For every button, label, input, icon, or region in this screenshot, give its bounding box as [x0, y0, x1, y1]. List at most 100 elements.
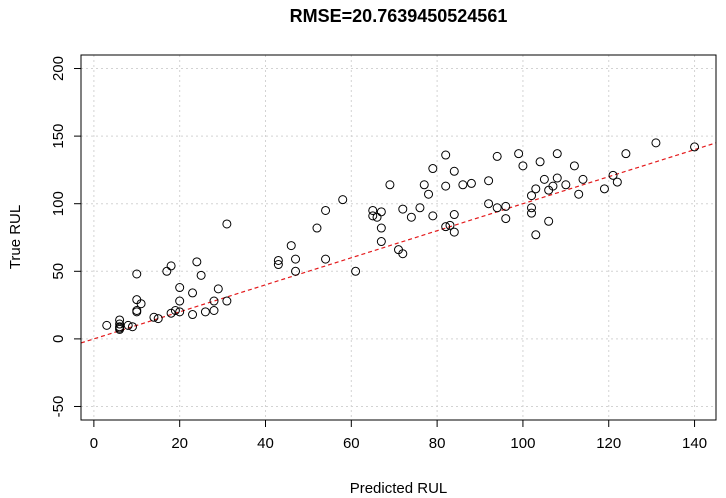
- x-tick-label: 20: [171, 435, 188, 452]
- y-tick-label: 100: [50, 191, 67, 216]
- x-tick-label: 140: [682, 435, 707, 452]
- data-point: [612, 177, 622, 187]
- data-point: [398, 204, 408, 214]
- data-point: [690, 142, 700, 152]
- data-point: [115, 319, 125, 329]
- data-point: [441, 222, 451, 232]
- x-tick-label: 60: [343, 435, 360, 452]
- data-point: [527, 208, 537, 218]
- data-point: [398, 249, 408, 259]
- data-point: [441, 181, 451, 191]
- data-point: [188, 288, 198, 298]
- y-tick-label: 150: [50, 124, 67, 149]
- data-point: [385, 180, 395, 190]
- data-point: [531, 184, 541, 194]
- data-point: [286, 241, 296, 251]
- data-point: [484, 176, 494, 186]
- data-point: [123, 320, 133, 330]
- data-point: [162, 266, 172, 276]
- data-point: [415, 203, 425, 213]
- reference-line: [80, 142, 717, 344]
- data-point: [376, 223, 386, 233]
- data-point: [175, 296, 185, 306]
- data-point: [466, 178, 476, 188]
- data-point: [535, 157, 545, 167]
- data-point: [484, 199, 494, 209]
- data-point: [406, 212, 416, 222]
- data-point: [376, 237, 386, 247]
- data-point: [574, 189, 584, 199]
- data-point: [368, 205, 378, 215]
- data-point: [552, 173, 562, 183]
- data-point: [578, 174, 588, 184]
- data-point: [569, 161, 579, 171]
- data-point: [445, 220, 455, 230]
- data-point: [222, 296, 232, 306]
- data-point: [196, 270, 206, 280]
- x-axis-label: Predicted RUL: [350, 480, 448, 497]
- x-tick-label: 120: [596, 435, 621, 452]
- data-point: [372, 212, 382, 222]
- y-tick-label: 0: [50, 335, 67, 343]
- grid-lines: [81, 55, 716, 420]
- data-point: [608, 170, 618, 180]
- x-tick-label: 40: [257, 435, 274, 452]
- data-point: [351, 266, 361, 276]
- x-tick-label: 100: [510, 435, 535, 452]
- data-point: [501, 201, 511, 211]
- data-point: [428, 211, 438, 221]
- data-point: [492, 151, 502, 161]
- data-point: [531, 230, 541, 240]
- data-point: [518, 161, 528, 171]
- data-point: [449, 210, 459, 220]
- y-axis-label: True RUL: [7, 205, 24, 269]
- data-point: [561, 180, 571, 190]
- data-point: [428, 164, 438, 174]
- data-point: [419, 180, 429, 190]
- data-point: [376, 207, 386, 217]
- data-point: [321, 254, 331, 264]
- data-point: [492, 203, 502, 213]
- data-point: [209, 306, 219, 315]
- data-points: [102, 138, 700, 334]
- reference-line-group: [80, 142, 717, 344]
- data-point: [527, 191, 537, 201]
- data-point: [599, 184, 609, 194]
- data-point: [132, 269, 142, 279]
- data-point: [548, 181, 558, 191]
- data-point: [552, 149, 562, 159]
- data-point: [115, 324, 125, 334]
- y-tick-label: 200: [50, 56, 67, 81]
- y-axis: -50 0 50 100 150 200: [50, 56, 81, 417]
- data-point: [291, 254, 301, 264]
- data-point: [321, 205, 331, 215]
- data-point: [514, 149, 524, 159]
- data-point: [132, 307, 142, 317]
- data-point: [651, 138, 661, 148]
- data-point: [338, 195, 348, 205]
- data-point: [424, 189, 434, 199]
- data-point: [102, 320, 112, 330]
- chart-title: RMSE=20.7639450524561: [290, 6, 508, 26]
- data-point: [291, 266, 301, 276]
- data-point: [441, 150, 451, 160]
- data-point: [544, 216, 554, 226]
- data-point: [127, 322, 137, 332]
- data-point: [136, 299, 146, 309]
- y-tick-label: 50: [50, 263, 67, 280]
- data-point: [213, 284, 223, 294]
- x-axis: 0 20 40 60 80 100 120 140: [90, 419, 707, 452]
- x-tick-label: 0: [90, 435, 98, 452]
- data-point: [170, 306, 180, 315]
- data-point: [209, 296, 219, 306]
- data-point: [527, 203, 537, 213]
- x-tick-label: 80: [429, 435, 446, 452]
- data-point: [222, 219, 232, 229]
- data-point: [200, 307, 210, 317]
- data-point: [273, 260, 283, 270]
- data-point: [501, 214, 511, 224]
- data-point: [149, 312, 159, 322]
- data-point: [449, 166, 459, 176]
